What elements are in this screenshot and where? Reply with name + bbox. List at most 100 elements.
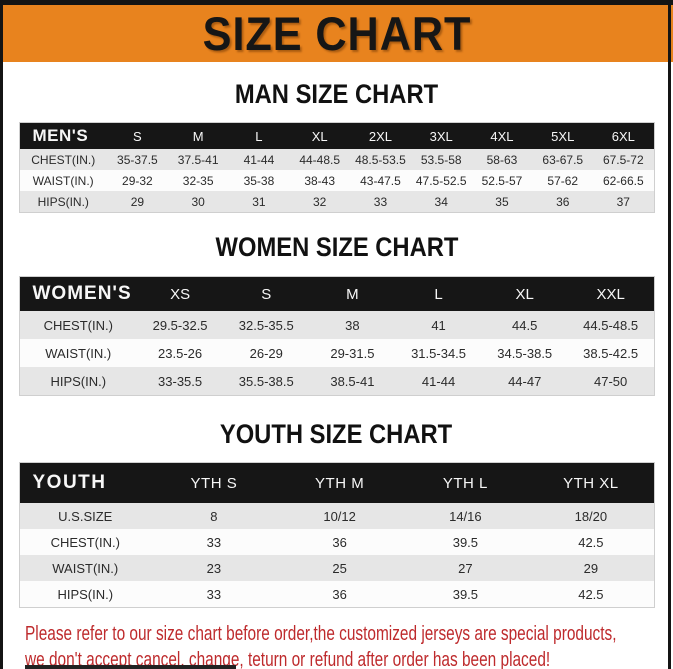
table-row: WAIST(IN.) 23.5-26 26-29 29-31.5 31.5-34.5 34…	[19, 339, 654, 368]
size-value-cell: 58-63	[486, 152, 518, 167]
size-column-header: YTH XL	[528, 462, 654, 504]
table-row: CHEST(IN.) 29.5-32.5 32.5-35.5 38 41 44.5 44.5…	[19, 311, 654, 340]
table-row: CHEST(IN.) 33 36 39.5 42.5	[19, 529, 654, 556]
men-size-table: MEN'S S M L XL 2XL 3XL 4XL 5XL 6XL CHEST(IN.) 35-37…	[18, 122, 655, 214]
size-value-cell: 26-29	[249, 345, 283, 361]
size-value-cell: 25	[332, 560, 347, 576]
size-value-cell: 44-47	[508, 373, 542, 389]
size-value-cell: 47-50	[594, 373, 628, 389]
row-label: HIPS(IN.)	[50, 373, 107, 389]
section-heading-text: WOMEN SIZE CHART	[215, 232, 458, 263]
row-label: U.S.SIZE	[58, 508, 113, 524]
size-column-header: XXL	[567, 276, 654, 312]
size-column-header: M	[167, 122, 229, 150]
size-value-cell: 44-48.5	[299, 152, 341, 167]
section-heading-text: MAN SIZE CHART	[234, 79, 439, 109]
page-title: SIZE CHART	[202, 7, 471, 60]
size-column-header: 4XL	[471, 122, 533, 150]
size-value-cell: 36	[556, 194, 570, 209]
size-value-cell: 48.5-53.5	[355, 152, 406, 167]
size-value-cell: 23.5-26	[158, 345, 203, 361]
size-section-women: WOMEN SIZE CHART WOMEN'S XS S M L XL XXL CHEST(I…	[0, 232, 673, 397]
size-column-header: 2XL	[350, 122, 411, 150]
size-value-cell: 35-37.5	[117, 152, 158, 167]
size-value-cell: 29-32	[122, 173, 153, 188]
size-value-cell: 32	[313, 194, 327, 209]
size-value-cell: 44.5-48.5	[583, 317, 639, 333]
size-value-cell: 35-38	[243, 173, 275, 188]
size-value-cell: 37.5-41	[177, 152, 219, 167]
notice-line-2: we don't accept cancel, change, teturn o…	[25, 649, 551, 669]
table-row: HIPS(IN.) 33-35.5 35.5-38.5 38.5-41 41-44 44-…	[19, 367, 654, 396]
size-value-cell: 29-31.5	[330, 345, 375, 361]
size-column-header: S	[223, 276, 310, 312]
size-value-cell: 39.5	[452, 586, 479, 602]
size-value-cell: 39.5	[452, 534, 479, 550]
size-column-header: S	[107, 122, 168, 150]
table-row: HIPS(IN.) 29 30 31 32 33 34 35 36 37	[19, 191, 654, 213]
size-section-men: MAN SIZE CHART MEN'S S M L XL 2XL 3XL 4XL 5XL 6XL C…	[0, 79, 673, 214]
table-row: U.S.SIZE 8 10/12 14/16 18/20	[19, 503, 654, 530]
size-value-cell: 27	[458, 560, 473, 576]
table-header-row: WOMEN'S XS S M L XL XXL	[19, 276, 654, 312]
size-value-cell: 10/12	[323, 508, 356, 524]
row-label: HIPS(IN.)	[57, 586, 114, 602]
size-value-cell: 41-44	[421, 373, 456, 389]
size-column-header: 6XL	[593, 122, 654, 150]
section-heading-youth: YOUTH SIZE CHART	[0, 419, 673, 450]
size-column-header: XL	[289, 122, 351, 150]
row-label: HIPS(IN.)	[37, 194, 89, 209]
table-row: WAIST(IN.) 23 25 27 29	[19, 555, 654, 582]
size-value-cell: 38	[345, 317, 360, 333]
size-value-cell: 52.5-57	[481, 173, 523, 188]
size-value-cell: 62-66.5	[602, 173, 644, 188]
size-value-cell: 32.5-35.5	[238, 317, 294, 333]
size-value-cell: 33	[206, 534, 222, 550]
size-value-cell: 34	[434, 194, 448, 209]
size-value-cell: 67.5-72	[602, 152, 644, 167]
size-value-cell: 57-62	[547, 173, 579, 188]
size-value-cell: 29	[583, 560, 599, 576]
group-label: WOMEN'S	[19, 276, 137, 312]
row-label: WAIST(IN.)	[45, 345, 112, 361]
size-column-header: L	[228, 122, 290, 150]
size-value-cell: 33	[373, 194, 388, 209]
table-row: HIPS(IN.) 33 36 39.5 42.5	[19, 581, 654, 608]
bottom-crop-bar	[25, 665, 236, 669]
row-label: WAIST(IN.)	[32, 173, 94, 188]
row-label: CHEST(IN.)	[43, 317, 113, 333]
notice-line-1: Please refer to our size chart before or…	[25, 623, 617, 646]
size-section-youth: YOUTH SIZE CHART YOUTH YTH S YTH M YTH L YTH …	[0, 419, 673, 609]
size-value-cell: 35.5-38.5	[238, 373, 294, 389]
size-value-cell: 8	[210, 508, 218, 524]
size-value-cell: 42.5	[578, 534, 604, 550]
row-label: CHEST(IN.)	[50, 534, 120, 550]
size-value-cell: 43-47.5	[360, 173, 401, 188]
size-value-cell: 38.5-42.5	[583, 345, 639, 361]
size-value-cell: 31	[252, 194, 266, 209]
top-border-bar	[0, 0, 673, 5]
size-value-cell: 31.5-34.5	[411, 345, 467, 361]
size-column-header: 3XL	[410, 122, 472, 150]
group-label: YOUTH	[19, 462, 151, 504]
section-heading-men: MAN SIZE CHART	[0, 79, 673, 110]
size-value-cell: 18/20	[574, 508, 608, 524]
section-heading-text: YOUTH SIZE CHART	[220, 419, 453, 450]
group-label: MEN'S	[19, 122, 107, 150]
order-notice: Please refer to our size chart before or…	[25, 621, 673, 669]
size-value-cell: 44.5	[512, 317, 538, 333]
size-value-cell: 36	[332, 586, 347, 602]
size-value-cell: 23	[206, 560, 222, 576]
size-value-cell: 63-67.5	[542, 152, 584, 167]
size-column-header: YTH L	[402, 462, 529, 504]
table-row: WAIST(IN.) 29-32 32-35 35-38 38-43 43-47.5 47.…	[19, 170, 654, 192]
size-value-cell: 35	[495, 194, 509, 209]
size-value-cell: 32-35	[182, 173, 214, 188]
youth-size-table: YOUTH YTH S YTH M YTH L YTH XL U.S.SIZE 8 10/12…	[18, 462, 655, 609]
size-column-header: YTH S	[151, 462, 277, 504]
table-header-row: MEN'S S M L XL 2XL 3XL 4XL 5XL 6XL	[19, 122, 654, 150]
row-label: CHEST(IN.)	[31, 152, 96, 167]
size-value-cell: 29.5-32.5	[152, 317, 208, 333]
size-chart-sections: MAN SIZE CHART MEN'S S M L XL 2XL 3XL 4XL 5XL 6XL C…	[0, 79, 673, 609]
